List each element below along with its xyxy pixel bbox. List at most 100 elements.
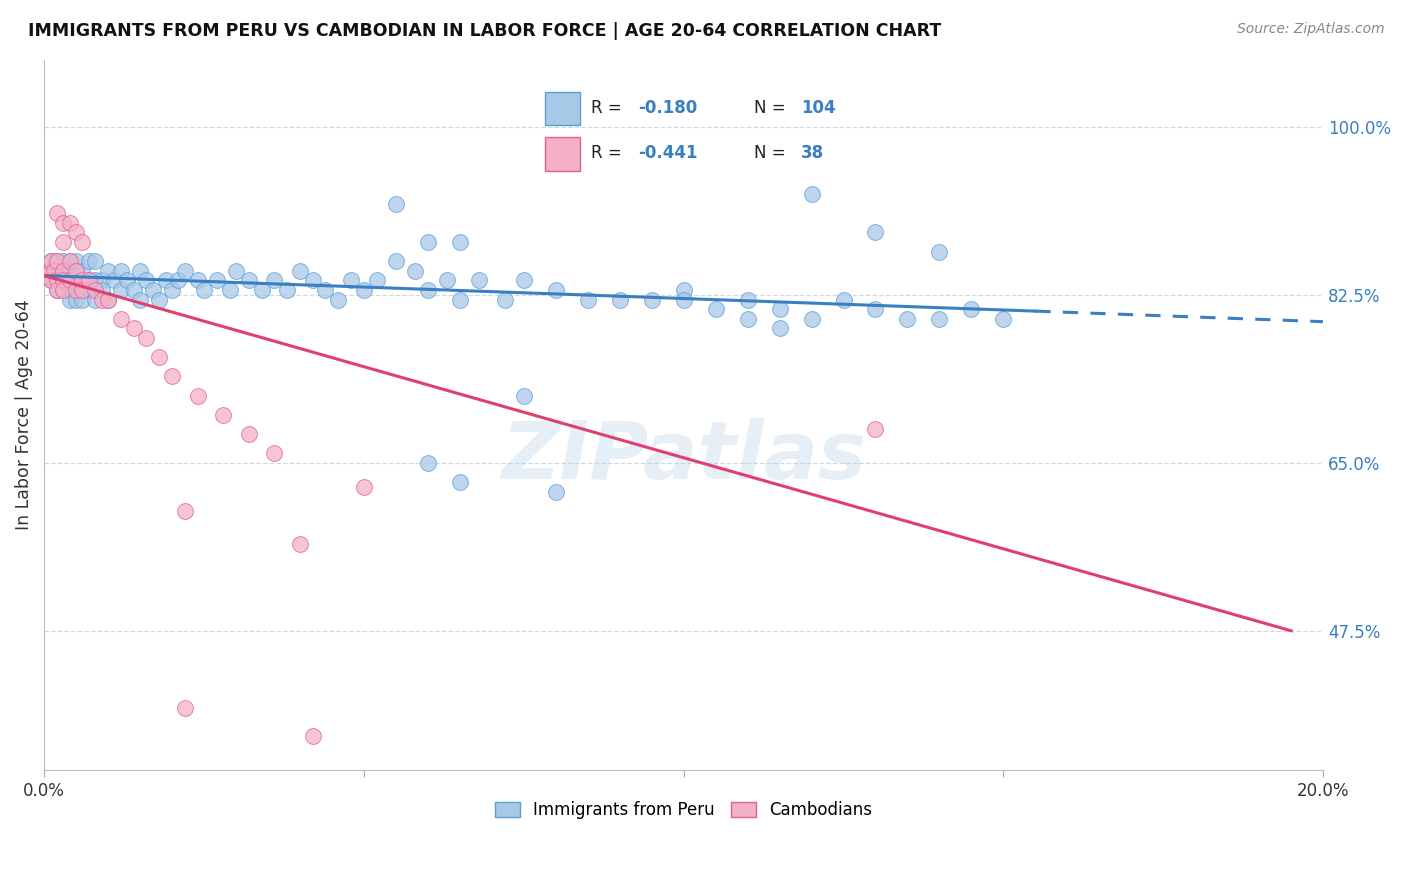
Text: R =: R = <box>591 99 627 117</box>
Point <box>187 273 209 287</box>
Point <box>288 264 311 278</box>
Point <box>205 273 228 287</box>
Point <box>39 273 62 287</box>
Point <box>45 206 67 220</box>
Point <box>59 273 82 287</box>
Point <box>45 264 67 278</box>
Point <box>640 293 662 307</box>
Point <box>494 293 516 307</box>
Point <box>468 273 491 287</box>
Point <box>39 264 62 278</box>
Point <box>122 283 145 297</box>
FancyBboxPatch shape <box>546 136 581 170</box>
Text: IMMIGRANTS FROM PERU VS CAMBODIAN IN LABOR FORCE | AGE 20-64 CORRELATION CHART: IMMIGRANTS FROM PERU VS CAMBODIAN IN LAB… <box>28 22 942 40</box>
Point <box>263 273 285 287</box>
Legend: Immigrants from Peru, Cambodians: Immigrants from Peru, Cambodians <box>488 794 879 826</box>
Point <box>993 311 1015 326</box>
Point <box>404 264 426 278</box>
Point <box>110 283 132 297</box>
Point <box>65 283 87 297</box>
Point <box>173 504 195 518</box>
Point <box>52 264 75 278</box>
Point <box>110 311 132 326</box>
Point <box>328 293 350 307</box>
Point <box>238 273 260 287</box>
Point <box>45 283 67 297</box>
Point <box>97 264 120 278</box>
Point <box>135 331 157 345</box>
Point <box>39 254 62 268</box>
Point <box>122 321 145 335</box>
Point <box>52 235 75 249</box>
Point <box>39 273 62 287</box>
Point <box>737 311 759 326</box>
Point <box>301 273 323 287</box>
Point <box>42 264 65 278</box>
Point <box>84 283 107 297</box>
Point <box>737 293 759 307</box>
Point <box>173 264 195 278</box>
Point <box>45 254 67 268</box>
Point <box>77 254 100 268</box>
Point <box>353 480 375 494</box>
Point <box>353 283 375 297</box>
Point <box>148 350 170 364</box>
Point <box>544 283 567 297</box>
Point <box>129 293 152 307</box>
Point <box>42 264 65 278</box>
Point <box>148 293 170 307</box>
Point <box>800 311 823 326</box>
Point <box>65 264 87 278</box>
Point <box>768 321 790 335</box>
Point <box>928 311 950 326</box>
Point <box>77 273 100 287</box>
Point <box>315 283 337 297</box>
Point <box>800 186 823 201</box>
Point <box>90 293 112 307</box>
Point <box>72 283 94 297</box>
Point <box>45 273 67 287</box>
Point <box>155 273 177 287</box>
Point <box>225 264 247 278</box>
Point <box>39 254 62 268</box>
Point <box>84 254 107 268</box>
Point <box>52 254 75 268</box>
Point <box>609 293 631 307</box>
Text: ZIPatlas: ZIPatlas <box>501 418 866 497</box>
Point <box>416 283 439 297</box>
Text: 104: 104 <box>801 99 835 117</box>
Point <box>544 484 567 499</box>
Text: 38: 38 <box>801 145 824 162</box>
Point <box>45 254 67 268</box>
Text: R =: R = <box>591 145 627 162</box>
Point <box>449 293 471 307</box>
Point <box>218 283 240 297</box>
Point <box>52 273 75 287</box>
Point <box>52 273 75 287</box>
Point <box>45 273 67 287</box>
Point <box>52 283 75 297</box>
Point <box>37 268 59 283</box>
Point <box>832 293 855 307</box>
FancyBboxPatch shape <box>546 92 581 126</box>
Point <box>72 293 94 307</box>
Point <box>416 235 439 249</box>
Point <box>59 254 82 268</box>
Text: Source: ZipAtlas.com: Source: ZipAtlas.com <box>1237 22 1385 37</box>
Point <box>39 264 62 278</box>
Point <box>301 730 323 744</box>
Point <box>37 268 59 283</box>
Point <box>59 283 82 297</box>
Point <box>59 216 82 230</box>
Point <box>449 235 471 249</box>
Point <box>97 293 120 307</box>
Point <box>52 216 75 230</box>
Point <box>110 264 132 278</box>
Point <box>250 283 273 297</box>
Point <box>288 537 311 551</box>
Point <box>52 283 75 297</box>
Point <box>52 264 75 278</box>
Point <box>77 283 100 297</box>
Point <box>167 273 190 287</box>
Point <box>187 388 209 402</box>
